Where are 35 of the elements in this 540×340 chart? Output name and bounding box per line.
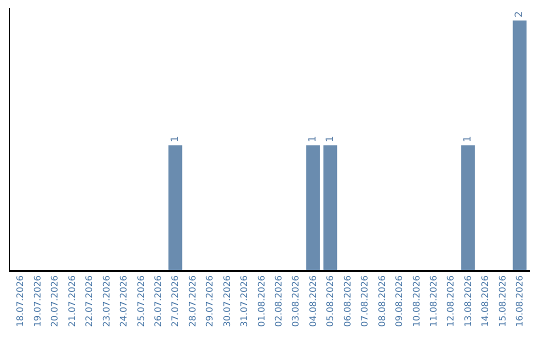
x-tick-label: 16.08.2026 xyxy=(516,275,526,327)
x-tick-label: 10.08.2026 xyxy=(412,275,422,327)
x-tick-label: 09.08.2026 xyxy=(395,275,406,327)
x-tick-label: 11.08.2026 xyxy=(430,275,440,327)
x-tick-label: 24.07.2026 xyxy=(120,275,130,327)
data-label: 1 xyxy=(308,136,319,142)
x-tick-label: 20.07.2026 xyxy=(50,275,61,327)
data-label: 1 xyxy=(324,136,336,142)
x-tick-label: 13.08.2026 xyxy=(464,275,474,327)
x-tick-label: 01.08.2026 xyxy=(257,275,268,327)
x-tick-label: 27.07.2026 xyxy=(171,275,182,327)
data-label: 2 xyxy=(514,11,526,18)
x-tick-label: 30.07.2026 xyxy=(222,275,233,327)
x-tick-label: 22.07.2026 xyxy=(85,275,96,327)
x-tick-label: 26.07.2026 xyxy=(154,275,164,327)
x-tick-label: 14.08.2026 xyxy=(481,275,492,327)
x-tick-label: 08.08.2026 xyxy=(378,275,388,327)
x-tick-label: 21.07.2026 xyxy=(68,275,78,327)
x-tick-label: 15.08.2026 xyxy=(498,275,508,327)
x-tick-label: 31.07.2026 xyxy=(240,275,250,327)
x-tick-label: 02.08.2026 xyxy=(274,275,285,327)
x-tick-label: 12.08.2026 xyxy=(446,275,457,327)
x-tick-label: 03.08.2026 xyxy=(292,275,302,327)
x-tick-label: 19.07.2026 xyxy=(33,275,44,327)
x-tick-label: 29.07.2026 xyxy=(206,275,216,327)
x-tick-label: 04.08.2026 xyxy=(308,275,319,327)
x-tick-label: 28.07.2026 xyxy=(188,275,198,327)
x-tick-label: 07.08.2026 xyxy=(360,275,371,327)
x-tick-label: 06.08.2026 xyxy=(343,275,354,327)
x-tick-label: 25.07.2026 xyxy=(136,275,147,327)
x-tick-label: 23.07.2026 xyxy=(102,275,112,327)
x-tick-label: 18.07.2026 xyxy=(16,275,26,327)
data-label: 1 xyxy=(170,136,181,142)
data-label: 1 xyxy=(462,136,474,142)
x-tick-label: 05.08.2026 xyxy=(326,275,336,327)
